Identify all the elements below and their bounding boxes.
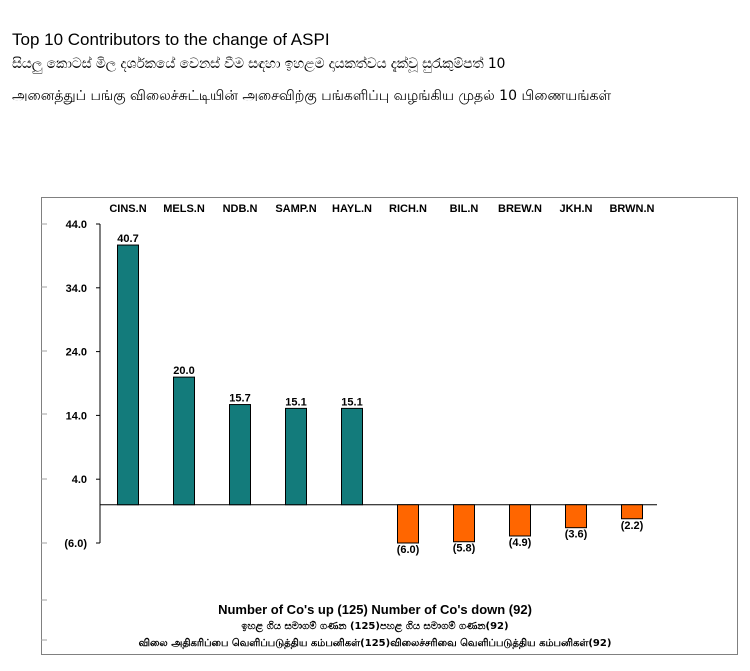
- data-label: (3.6): [565, 529, 588, 541]
- companies-summary-english: Number of Co's up (125) Number of Co's d…: [218, 602, 532, 617]
- bar-jkh-n: [565, 504, 587, 529]
- category-label: BIL.N: [450, 203, 479, 215]
- category-label: JKH.N: [559, 203, 592, 215]
- category-label: NDB.N: [223, 203, 258, 215]
- data-label: 15.1: [285, 396, 306, 408]
- bar-cins-n: [117, 244, 139, 506]
- data-label: 15.1: [341, 396, 362, 408]
- y-tick-label: 14.0: [66, 410, 87, 422]
- y-tick-label: 44.0: [66, 219, 87, 231]
- bar-rich-n: [397, 504, 419, 544]
- bar-bil-n: [453, 504, 475, 543]
- data-label: 40.7: [117, 233, 138, 245]
- data-label: (2.2): [621, 520, 644, 532]
- y-tick-label: 24.0: [66, 347, 87, 359]
- bar-mels-n: [173, 376, 195, 506]
- y-tick-label: (6.0): [64, 538, 87, 550]
- bar-brwn-n: [621, 504, 643, 520]
- category-label: BRWN.N: [609, 203, 654, 215]
- companies-summary-tamil: விலை அதிகரிப்பை வெளிப்படுத்திய கம்பனிகள்…: [138, 638, 612, 649]
- category-label: MELS.N: [163, 203, 205, 215]
- y-tick-label: 4.0: [72, 474, 87, 486]
- chart-title-english: Top 10 Contributors to the change of ASP…: [12, 30, 330, 49]
- data-label: 20.0: [173, 365, 194, 377]
- chart-frame: [41, 197, 738, 655]
- data-label: 15.7: [229, 393, 250, 405]
- data-label: (6.0): [397, 544, 420, 556]
- category-label: SAMP.N: [275, 203, 316, 215]
- category-label: RICH.N: [389, 203, 427, 215]
- y-tick-label: 34.0: [66, 283, 87, 295]
- bar-samp-n: [285, 407, 307, 506]
- companies-summary-sinhala: ඉහළ ගිය සමාගම් ගණන (125)පහළ ගිය සමාගම් ග…: [241, 621, 509, 632]
- bar-brew-n: [509, 504, 531, 537]
- category-label: BREW.N: [498, 203, 542, 215]
- data-label: (5.8): [453, 543, 476, 555]
- category-label: CINS.N: [109, 203, 146, 215]
- data-label: (4.9): [509, 537, 532, 549]
- chart-title-tamil: அனைத்துப் பங்கு விலைச்சுட்டியின் அசைவிற்…: [12, 88, 612, 104]
- chart-title-sinhala: සියලු කොටස් මිල දර්ශකයේ වෙනස් වීම සඳහා ඉ…: [12, 56, 506, 72]
- bar-hayl-n: [341, 407, 363, 506]
- category-label: HAYL.N: [332, 203, 372, 215]
- bar-ndb-n: [229, 404, 251, 506]
